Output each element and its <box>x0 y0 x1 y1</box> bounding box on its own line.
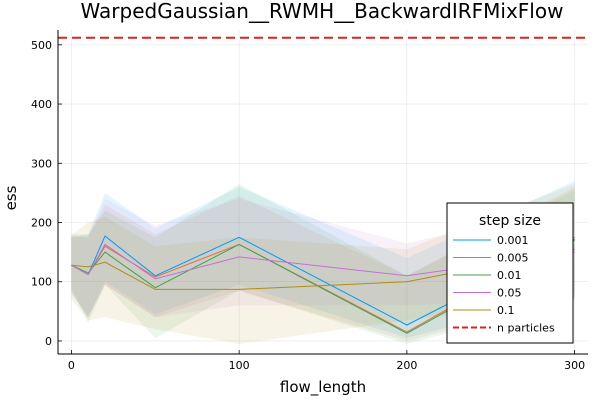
legend-box <box>446 202 574 344</box>
x-tick-label: 300 <box>564 359 585 372</box>
y-axis-label: ess <box>2 185 20 210</box>
x-tick-label: 0 <box>68 359 75 372</box>
x-tick-label: 200 <box>396 359 417 372</box>
series-lines <box>71 235 575 334</box>
legend-title: step size <box>479 213 541 229</box>
series-line-0.1 <box>71 248 575 290</box>
series-line-0.05 <box>71 243 575 280</box>
legend-entry: 0.005 <box>497 252 529 265</box>
legend-entry: 0.001 <box>497 234 529 247</box>
tick-labels: 0 100 200 300 0 100 200 300 400 500 <box>31 39 585 372</box>
y-tick-label: 100 <box>31 276 52 289</box>
series-line-0.01 <box>71 239 575 334</box>
legend-entry: n particles <box>497 322 555 335</box>
x-tick-label: 100 <box>229 359 250 372</box>
chart-title: WarpedGaussian__RWMH__BackwardIRFMixFlow <box>81 0 564 23</box>
y-tick-label: 500 <box>31 39 52 52</box>
x-axis-label: flow_length <box>280 378 366 397</box>
legend-entry: 0.01 <box>497 269 522 282</box>
legend-entry: 0.1 <box>497 304 515 317</box>
y-tick-label: 0 <box>45 335 52 348</box>
y-tick-label: 400 <box>31 98 52 111</box>
legend-entry: 0.05 <box>497 287 522 300</box>
legend: step size 0.001 0.005 0.01 0.05 0.1 n particle… <box>446 202 574 344</box>
axes <box>57 30 588 355</box>
y-tick-label: 200 <box>31 217 52 230</box>
y-tick-label: 300 <box>31 157 52 170</box>
